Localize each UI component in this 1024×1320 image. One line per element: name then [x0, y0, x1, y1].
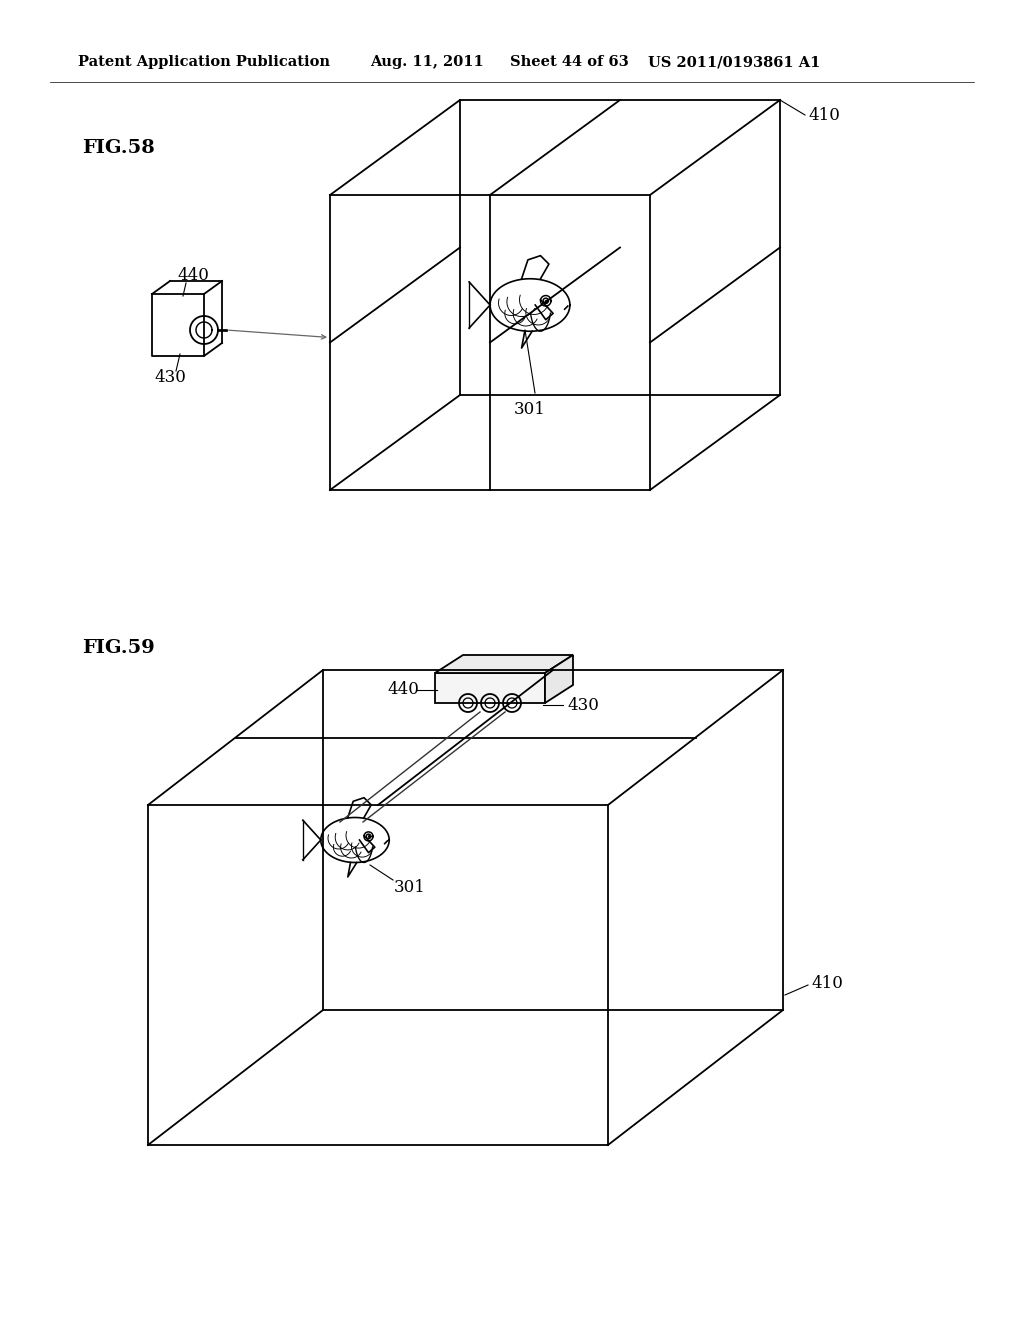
Text: 430: 430: [567, 697, 599, 714]
Polygon shape: [545, 655, 573, 704]
Text: 301: 301: [394, 879, 426, 896]
Text: Sheet 44 of 63: Sheet 44 of 63: [510, 55, 629, 69]
Polygon shape: [435, 655, 573, 673]
Text: Patent Application Publication: Patent Application Publication: [78, 55, 330, 69]
Text: FIG.59: FIG.59: [82, 639, 155, 657]
Text: FIG.58: FIG.58: [82, 139, 155, 157]
Text: 410: 410: [808, 107, 840, 124]
Text: 440: 440: [387, 681, 419, 698]
Text: 410: 410: [811, 975, 843, 993]
Text: Aug. 11, 2011: Aug. 11, 2011: [370, 55, 483, 69]
Text: 430: 430: [154, 370, 186, 387]
Text: US 2011/0193861 A1: US 2011/0193861 A1: [648, 55, 820, 69]
Text: 301: 301: [514, 401, 546, 418]
Polygon shape: [435, 673, 545, 704]
Text: 440: 440: [177, 268, 209, 285]
